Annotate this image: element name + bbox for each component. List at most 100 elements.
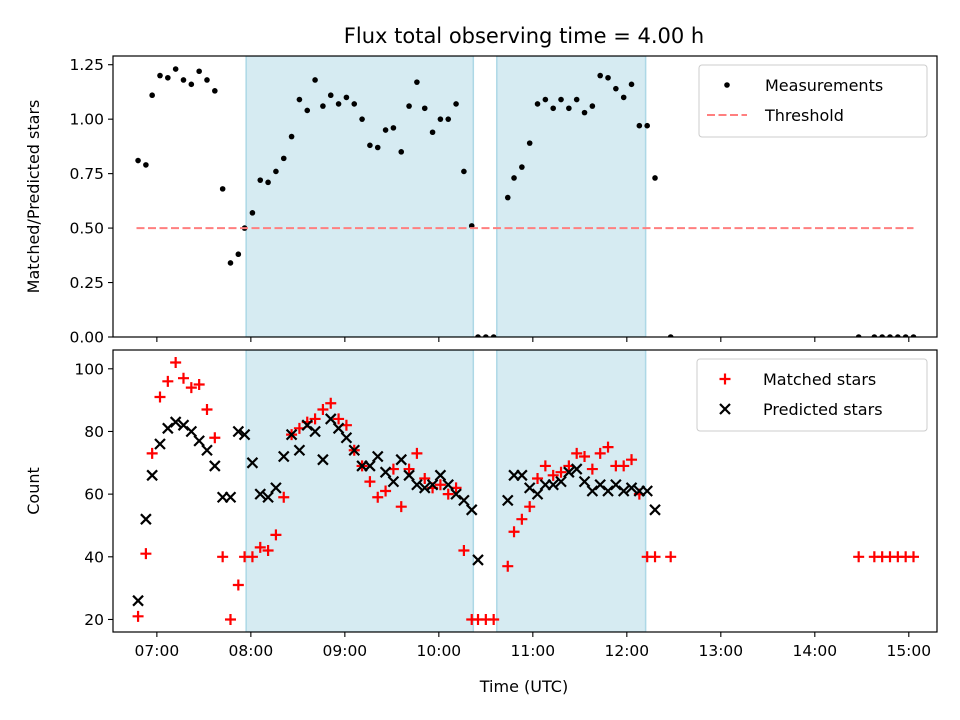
measurement-point [437,116,444,122]
measurement-point [589,103,596,109]
predicted-stars-point [293,444,306,457]
matched-stars-point [502,560,514,572]
legend-frame [698,64,928,138]
measurement-point [312,77,318,83]
predicted-stars-point [563,466,575,478]
predicted-stars-point [594,478,606,491]
measurement-point [367,142,373,149]
measurement-point [219,186,226,192]
predicted-stars-point [641,485,653,497]
predicted-stars-point [403,469,415,482]
measurement-point [135,157,141,164]
matched-stars-point [458,545,470,557]
measurement-point [304,107,311,114]
measurement-point [204,77,210,83]
measurement-point [542,96,549,103]
x-tick-label: 11:00 [510,642,555,660]
count-legend: Matched stars Predicted stars [696,358,928,432]
measurement-point [550,105,556,112]
measurement-point [490,334,497,337]
count-series-predicted-stars [132,413,661,607]
matched-stars-point [185,382,197,394]
measurement-point [382,127,389,133]
x-tick-label: 08:00 [229,642,274,660]
predicted-stars-point [309,425,321,438]
measurement-point [320,103,326,109]
count-observing-window-1 [245,350,475,632]
predicted-stars-point [169,416,182,428]
matched-stars-point [278,491,290,503]
count-plot-area [132,350,920,632]
ratio-y-tick-label: 1.00 [69,111,104,129]
predicted-stars-point [610,478,622,491]
measurement-point [421,105,428,112]
measurement-point [351,101,358,107]
matched-stars-point [132,610,144,622]
matched-stars-point [154,391,166,403]
measurement-point [257,177,264,183]
predicted-stars-point [395,453,408,466]
predicted-stars-point [132,594,144,607]
predicted-stars-point [224,491,237,504]
predicted-stars-point [547,478,559,491]
predicted-stars-point [465,504,478,516]
predicted-stars-point [270,482,282,494]
matched-stars-point [571,447,583,459]
ratio-legend: Measurements Threshold [698,64,928,138]
measurement-point [644,122,650,129]
ratio-y-tick-label: 0.25 [69,274,104,292]
matched-stars-point [146,447,158,459]
ratio-panel: 0.00 0.25 0.50 0.75 1.00 1.25 Matched/Predicte… [24,55,938,347]
predicted-stars-point [254,488,267,500]
predicted-stars-point [185,425,198,438]
matched-stars-point [270,529,282,541]
measurement-point [504,194,511,201]
measurement-point [188,81,195,88]
matched-stars-point [224,613,236,625]
count-y-tick-label: 60 [84,486,104,504]
measurement-point [172,66,179,72]
predicted-stars-point [472,554,484,566]
legend-marker-matched-stars [719,373,731,385]
legend-label: Threshold [764,106,844,125]
measurement-point [855,334,862,337]
measurement-point [390,125,397,131]
matched-stars-point [555,466,567,478]
matched-stars-point [618,460,630,472]
count-y-tick-label: 40 [84,548,104,566]
matched-stars-point [232,579,244,591]
legend-label: Predicted stars [763,400,883,419]
matched-stars-point [333,413,345,425]
ratio-plot-area [135,56,917,337]
predicted-stars-point [434,469,447,482]
measurement-point [249,210,256,216]
predicted-stars-point [340,431,353,444]
measurement-point [526,140,533,146]
ratio-series-measurements [135,66,917,337]
legend-label: Measurements [765,76,883,95]
chart-title: Flux total observing time = 4.00 h [344,24,704,48]
predicted-stars-point [625,482,638,494]
matched-stars-point [262,545,274,557]
measurement-point [613,85,619,92]
ratio-observing-window-2 [496,56,647,337]
matched-stars-point [317,404,329,416]
predicted-stars-point [146,469,158,482]
matched-stars-point [380,485,392,497]
matched-stars-point [372,491,384,503]
measurement-point [143,162,149,168]
measurement-point [429,129,436,136]
predicted-stars-point [246,457,259,469]
measurement-point [359,116,365,122]
measurement-point [343,94,350,101]
matched-stars-point [665,551,677,563]
measurement-point [227,260,234,266]
measurement-point [534,101,541,107]
matched-stars-point [488,613,500,625]
ratio-y-tick-label: 0.75 [69,165,104,183]
matched-stars-point [364,476,376,488]
matched-stars-point [140,548,152,560]
matched-stars-point [162,375,174,387]
measurement-point [335,101,342,107]
